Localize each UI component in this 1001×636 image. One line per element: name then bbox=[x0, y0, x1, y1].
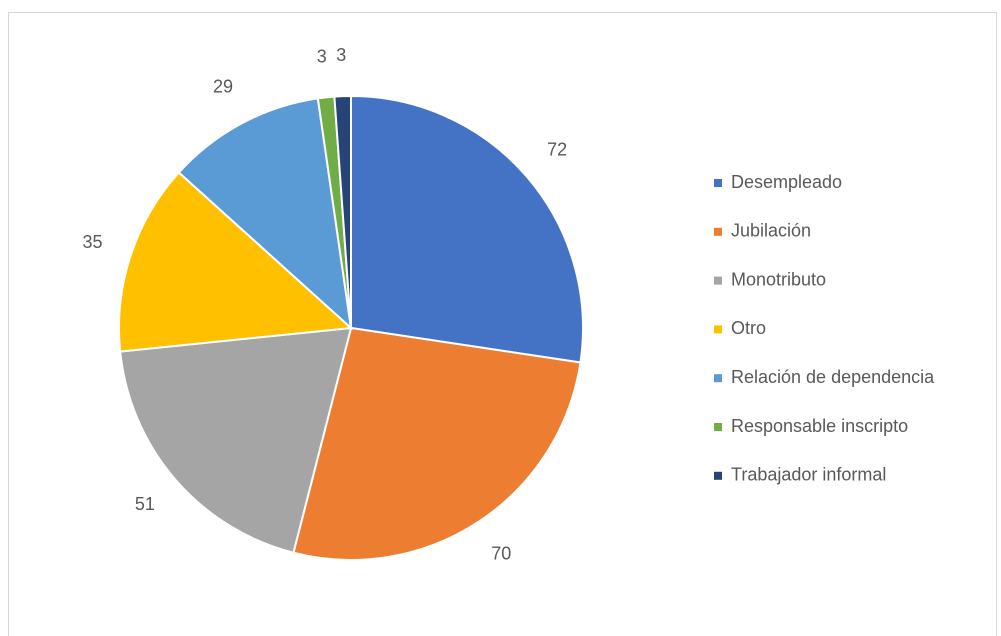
data-label: 70 bbox=[491, 543, 511, 563]
legend-label: Jubilación bbox=[731, 221, 811, 241]
legend-label: Otro bbox=[731, 318, 766, 338]
data-label: 3 bbox=[317, 46, 327, 66]
legend-label: Trabajador informal bbox=[731, 465, 886, 485]
legend-swatch bbox=[714, 179, 722, 187]
pie-slice bbox=[118, 171, 354, 353]
legend-swatch bbox=[714, 423, 722, 431]
data-label: 51 bbox=[135, 494, 155, 514]
legend-swatch bbox=[714, 325, 722, 334]
data-label: 3 bbox=[336, 45, 346, 65]
legend-swatch bbox=[714, 374, 722, 383]
pie-slice bbox=[177, 97, 353, 331]
legend-label: Desempleado bbox=[731, 172, 842, 192]
pie-slice bbox=[350, 94, 584, 364]
legend-swatch bbox=[714, 471, 722, 480]
data-label: 72 bbox=[547, 139, 567, 159]
pie-slice bbox=[292, 326, 582, 561]
data-label: 35 bbox=[82, 232, 102, 252]
pie-slice bbox=[119, 326, 353, 554]
pie-slice bbox=[333, 94, 352, 329]
legend-swatch bbox=[714, 276, 722, 285]
legend-label: Monotributo bbox=[731, 269, 826, 289]
legend-swatch bbox=[714, 227, 722, 236]
legend-label: Relación de dependencia bbox=[731, 367, 935, 387]
data-label: 29 bbox=[213, 77, 233, 97]
legend-label: Responsable inscripto bbox=[731, 416, 908, 436]
